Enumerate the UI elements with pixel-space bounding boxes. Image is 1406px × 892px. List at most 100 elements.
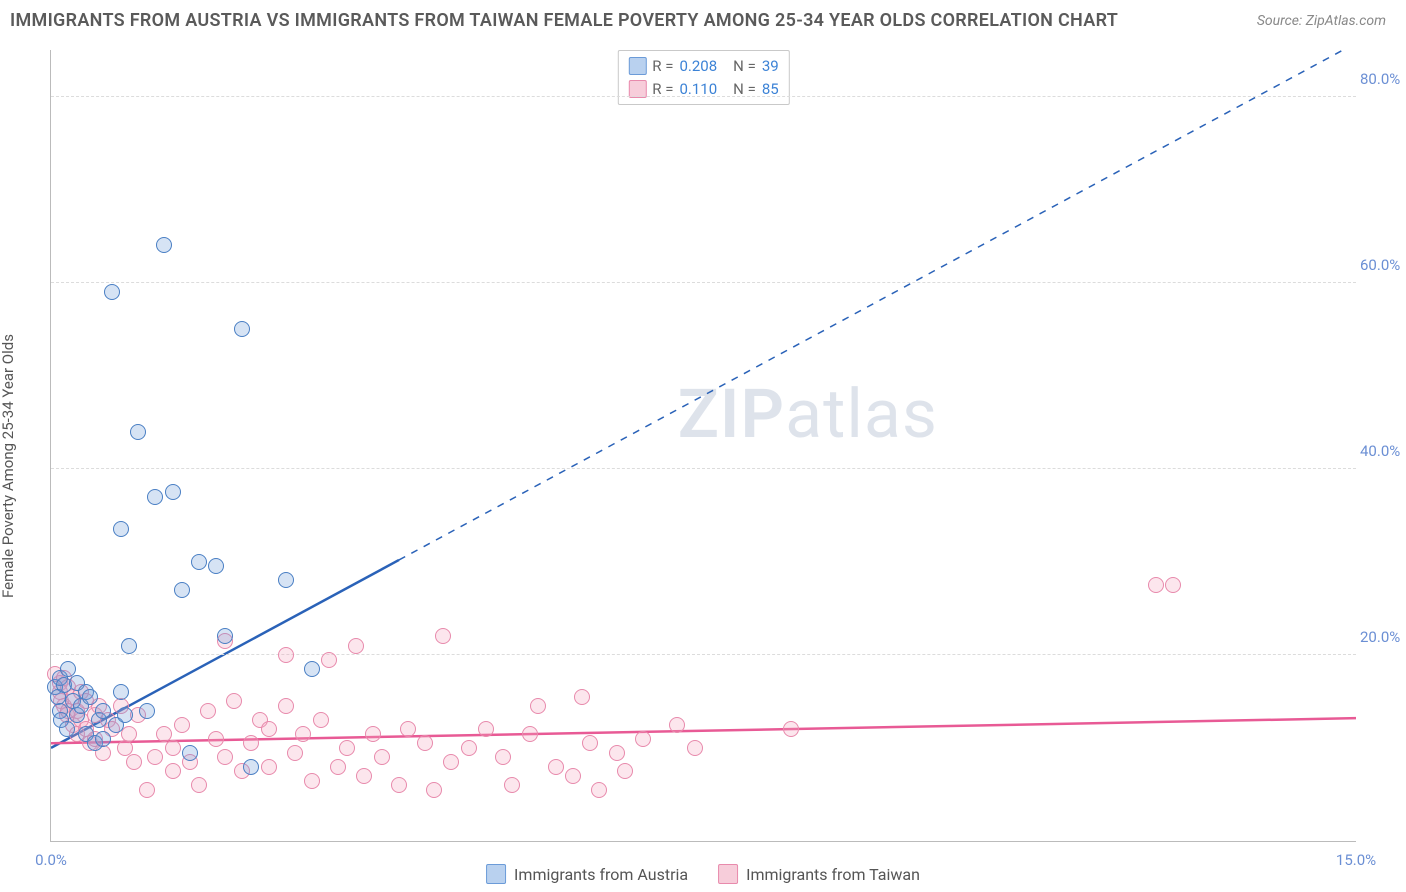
data-point (121, 638, 137, 654)
data-point (548, 759, 564, 775)
data-point (217, 749, 233, 765)
data-point (461, 740, 477, 756)
legend-n-label: N = (733, 78, 756, 101)
data-point (117, 707, 133, 723)
data-point (669, 717, 685, 733)
data-point (261, 721, 277, 737)
data-point (59, 721, 75, 737)
data-point (174, 717, 190, 733)
data-point (530, 698, 546, 714)
data-point (234, 321, 250, 337)
correlation-legend-row: R = 0.208 N = 39 (628, 55, 778, 78)
legend-r-label: R = (652, 78, 673, 101)
data-point (165, 763, 181, 779)
data-point (243, 759, 259, 775)
data-point (139, 703, 155, 719)
data-point (130, 424, 146, 440)
data-point (295, 726, 311, 742)
data-point (226, 693, 242, 709)
x-tick-label: 0.0% (35, 851, 67, 869)
data-point (191, 554, 207, 570)
chart-area: Female Poverty Among 25-34 Year Olds ZIP… (0, 40, 1406, 892)
legend-swatch (628, 57, 646, 75)
data-point (687, 740, 703, 756)
watermark: ZIPatlas (678, 374, 938, 454)
data-point (278, 647, 294, 663)
chart-title: IMMIGRANTS FROM AUSTRIA VS IMMIGRANTS FR… (10, 10, 1118, 31)
plot-region: ZIPatlas R = 0.208N = 39R = 0.110N = 85 … (50, 50, 1356, 842)
data-point (330, 759, 346, 775)
data-point (374, 749, 390, 765)
watermark-atlas: atlas (785, 374, 938, 454)
gridline (51, 468, 1356, 469)
data-point (200, 703, 216, 719)
data-point (156, 237, 172, 253)
data-point (478, 721, 494, 737)
data-point (278, 698, 294, 714)
data-point (435, 628, 451, 644)
data-point (278, 572, 294, 588)
data-point (443, 754, 459, 770)
data-point (339, 740, 355, 756)
y-tick-label: 40.0% (1360, 442, 1404, 460)
chart-source: Source: ZipAtlas.com (1257, 13, 1386, 29)
data-point (217, 628, 233, 644)
data-point (95, 731, 111, 747)
data-point (191, 777, 207, 793)
legend-r-value: 0.110 (679, 78, 717, 101)
series-legend: Immigrants from Austria Immigrants from T… (486, 864, 920, 884)
chart-header: IMMIGRANTS FROM AUSTRIA VS IMMIGRANTS FR… (0, 0, 1406, 37)
data-point (82, 689, 98, 705)
data-point (304, 773, 320, 789)
data-point (313, 712, 329, 728)
data-point (147, 749, 163, 765)
legend-label: Immigrants from Taiwan (746, 865, 920, 884)
series-legend-item: Immigrants from Taiwan (718, 864, 920, 884)
gridline (51, 96, 1356, 97)
data-point (104, 284, 120, 300)
data-point (208, 731, 224, 747)
data-point (304, 661, 320, 677)
data-point (635, 731, 651, 747)
legend-r-label: R = (652, 55, 673, 78)
data-point (574, 689, 590, 705)
y-tick-label: 80.0% (1360, 70, 1404, 88)
y-tick-label: 60.0% (1360, 256, 1404, 274)
watermark-zip: ZIP (678, 374, 785, 454)
correlation-legend-row: R = 0.110 N = 85 (628, 78, 778, 101)
data-point (113, 521, 129, 537)
y-axis-label: Female Poverty Among 25-34 Year Olds (0, 334, 17, 598)
legend-label: Immigrants from Austria (514, 865, 688, 884)
legend-r-value: 0.208 (679, 55, 717, 78)
data-point (1148, 577, 1164, 593)
legend-n-value: 39 (762, 55, 779, 78)
data-point (391, 777, 407, 793)
data-point (261, 759, 277, 775)
data-point (165, 484, 181, 500)
data-point (165, 740, 181, 756)
data-point (365, 726, 381, 742)
data-point (1165, 577, 1181, 593)
data-point (522, 726, 538, 742)
data-point (243, 735, 259, 751)
legend-swatch (486, 864, 506, 884)
data-point (113, 684, 129, 700)
data-point (95, 703, 111, 719)
legend-n-label: N = (733, 55, 756, 78)
series-legend-item: Immigrants from Austria (486, 864, 688, 884)
data-point (609, 745, 625, 761)
data-point (356, 768, 372, 784)
legend-n-value: 85 (762, 78, 779, 101)
data-point (348, 638, 364, 654)
legend-swatch (718, 864, 738, 884)
data-point (504, 777, 520, 793)
gridline (51, 654, 1356, 655)
data-point (426, 782, 442, 798)
x-tick-label: 15.0% (1336, 851, 1376, 869)
data-point (321, 652, 337, 668)
data-point (174, 582, 190, 598)
correlation-legend: R = 0.208 N = 39 R = 0.110 N = 85 (617, 50, 789, 105)
data-point (417, 735, 433, 751)
data-point (208, 558, 224, 574)
data-point (182, 745, 198, 761)
